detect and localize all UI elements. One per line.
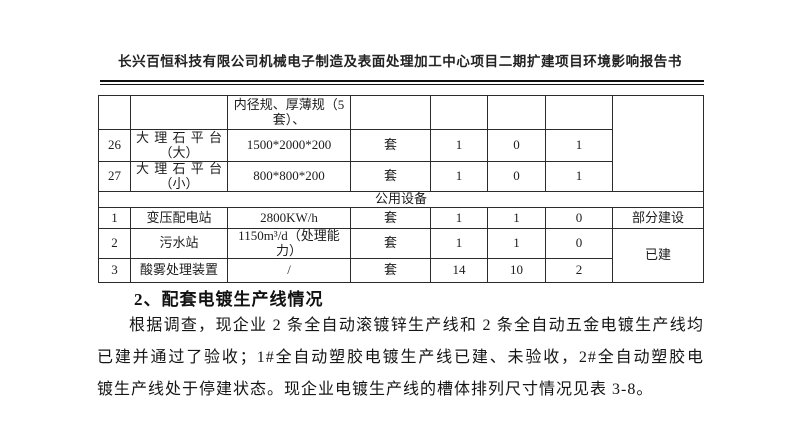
cell-unit bbox=[350, 95, 431, 130]
paragraph-line: 已建并通过了验收；1#全自动塑胶电镀生产线已建、未验收，2#全自动塑胶电 bbox=[97, 349, 704, 366]
table-row-26: 26 大 理 石 平 台 （大） 1500*2000*200 套 1 0 1 bbox=[98, 129, 704, 162]
cell-qty: 10 bbox=[487, 258, 546, 284]
group-header-cell: 公用设备 bbox=[98, 191, 704, 209]
table-row-public-3: 3 酸雾处理装置 / 套 14 10 2 bbox=[98, 258, 704, 284]
cell-unit: 套 bbox=[350, 258, 431, 284]
cell-qty: 1 bbox=[430, 160, 488, 193]
cell-qty: 1 bbox=[430, 207, 488, 230]
cell-spec: 1500*2000*200 bbox=[227, 129, 351, 162]
cell-qty: 0 bbox=[487, 129, 546, 162]
cell-name: 变压配电站 bbox=[130, 207, 228, 230]
cell-spec: 内径规、厚薄规（5 套）、 bbox=[227, 95, 351, 130]
cell-qty: 1 bbox=[545, 160, 613, 193]
cell-qty: 0 bbox=[545, 207, 613, 230]
cell-no: 27 bbox=[98, 160, 131, 193]
document-header-title: 长兴百恒科技有限公司机械电子制造及表面处理加工中心项目二期扩建项目环境影响报告书 bbox=[118, 54, 682, 69]
cell-qty: 14 bbox=[430, 258, 488, 284]
cell-no bbox=[98, 95, 131, 130]
cell-no: 3 bbox=[98, 258, 131, 284]
cell-qty: 1 bbox=[545, 129, 613, 162]
section-heading: 2、配套电镀生产线情况 bbox=[134, 290, 324, 309]
table-row-public-1: 1 变压配电站 2800KW/h 套 1 1 0 部分建设 bbox=[98, 207, 704, 230]
cell-qty: 1 bbox=[487, 228, 546, 260]
cell-qty: 1 bbox=[430, 129, 488, 162]
paragraph-line: 根据调查，现企业 2 条全自动滚镀锌生产线和 2 条全自动五金电镀生产线均 bbox=[129, 317, 704, 334]
cell-unit: 套 bbox=[350, 228, 431, 260]
cell-spec: 800*800*200 bbox=[227, 160, 351, 193]
header-divider-rule bbox=[100, 80, 704, 85]
cell-no: 1 bbox=[98, 207, 131, 230]
cell-note: 部分建设 bbox=[612, 207, 704, 230]
cell-qty: 0 bbox=[545, 228, 613, 260]
cell-qty: 2 bbox=[545, 258, 613, 284]
cell-note bbox=[612, 94, 704, 193]
cell-name: 大 理 石 平 台 （大） bbox=[130, 129, 228, 162]
cell-note: 已建 bbox=[612, 228, 704, 284]
cell-qty bbox=[430, 95, 488, 130]
paragraph-line: 镀生产线处于停建状态。现企业电镀生产线的槽体排列尺寸情况见表 3-8。 bbox=[97, 381, 654, 398]
table-row-27: 27 大 理 石 平 台 （小） 800*800*200 套 1 0 1 bbox=[98, 160, 704, 193]
equipment-table: 内径规、厚薄规（5 套）、 26 大 理 石 平 台 （大） 1500*2000… bbox=[98, 94, 704, 284]
body-paragraph: 根据调查，现企业 2 条全自动滚镀锌生产线和 2 条全自动五金电镀生产线均 已建… bbox=[97, 310, 704, 406]
cell-spec: 2800KW/h bbox=[227, 207, 351, 230]
cell-unit: 套 bbox=[350, 207, 431, 230]
cell-qty bbox=[487, 95, 546, 130]
cell-name: 污水站 bbox=[130, 228, 228, 260]
cell-name: 酸雾处理装置 bbox=[130, 258, 228, 284]
table-row-continuation: 内径规、厚薄规（5 套）、 bbox=[98, 94, 704, 193]
cell-qty bbox=[545, 95, 613, 130]
cell-qty: 1 bbox=[487, 207, 546, 230]
cell-no: 26 bbox=[98, 129, 131, 162]
cell-name: 大 理 石 平 台 （小） bbox=[130, 160, 228, 193]
cell-name bbox=[130, 95, 228, 130]
cell-no: 2 bbox=[98, 228, 131, 260]
table-row-group-header: 公用设备 bbox=[98, 191, 704, 209]
table-row-public-2: 2 污水站 1150m³/d（处理能 力） 套 1 1 0 已建 bbox=[98, 228, 704, 284]
cell-qty: 0 bbox=[487, 160, 546, 193]
cell-unit: 套 bbox=[350, 129, 431, 162]
cell-unit: 套 bbox=[350, 160, 431, 193]
cell-qty: 1 bbox=[430, 228, 488, 260]
cell-spec: / bbox=[227, 258, 351, 284]
cell-spec: 1150m³/d（处理能 力） bbox=[227, 228, 351, 260]
